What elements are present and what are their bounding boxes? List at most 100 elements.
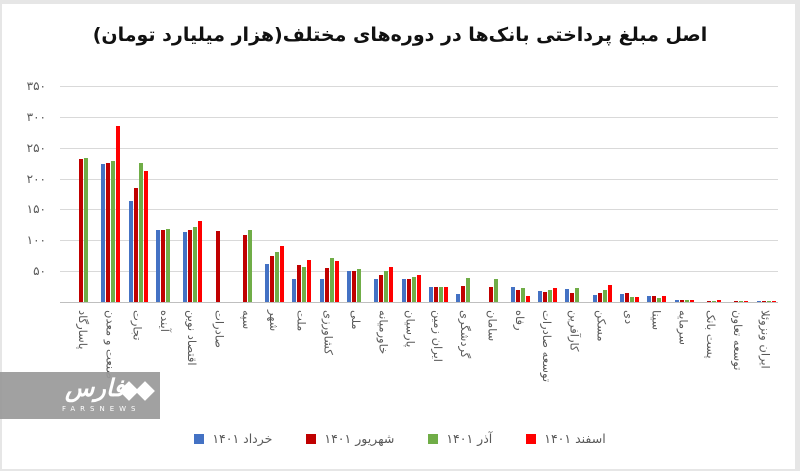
- y-tick-label: ۲۰۰: [26, 171, 46, 186]
- bar: [553, 287, 558, 302]
- bar: [215, 231, 220, 302]
- x-tick-label: ملی: [349, 310, 363, 330]
- x-tick-label: شهر: [267, 310, 282, 332]
- bar: [389, 266, 394, 302]
- gridline: [60, 240, 778, 242]
- bar: [374, 278, 379, 302]
- legend-swatch-icon: [194, 433, 205, 444]
- bar: [716, 300, 721, 302]
- bar: [548, 289, 553, 302]
- bar: [352, 271, 356, 302]
- gridline: [60, 209, 778, 211]
- legend-item: آذر ۱۴۰۱: [428, 431, 492, 446]
- legend-item: شهریور ۱۴۰۱: [306, 431, 394, 446]
- farsnews-watermark: فارس FARSNEWS: [0, 372, 160, 419]
- bar: [188, 229, 193, 302]
- bar: [756, 301, 761, 302]
- bar: [662, 296, 667, 302]
- bar: [684, 299, 689, 302]
- bar: [160, 230, 165, 302]
- legend-label: خرداد ۱۴۰۱: [212, 431, 273, 446]
- x-tick-label: کشاورزی: [321, 310, 336, 355]
- bar: [438, 287, 443, 302]
- bar: [734, 300, 739, 302]
- y-tick-label: ۲۵۰: [26, 140, 46, 155]
- bar: [334, 260, 339, 302]
- bar: [411, 277, 416, 302]
- bar: [597, 292, 602, 302]
- bar: [79, 159, 83, 302]
- x-tick-label: صادرات: [212, 310, 227, 348]
- bar: [165, 228, 170, 302]
- legend-swatch-icon: [306, 433, 317, 444]
- chart-legend: خرداد ۱۴۰۱ شهریور ۱۴۰۱ آذر ۱۴۰۱ اسفند ۱۴۰۱: [0, 431, 800, 446]
- legend-label: آذر ۱۴۰۱: [446, 431, 493, 446]
- x-tick-label: پست بانک: [703, 310, 718, 359]
- bar: [525, 295, 530, 302]
- bar: [324, 268, 329, 302]
- bar: [652, 296, 657, 302]
- bar: [302, 267, 307, 302]
- x-tick-label: سینا: [649, 310, 664, 331]
- bar: [401, 278, 406, 302]
- x-tick-label: سرمایه: [676, 310, 691, 346]
- gridline: [60, 147, 778, 149]
- bar: [329, 258, 334, 302]
- x-tick-label: اقتصاد نوین: [185, 310, 200, 366]
- bar: [319, 279, 324, 302]
- bar: [433, 286, 438, 302]
- legend-swatch-icon: [428, 433, 439, 444]
- bar: [620, 293, 624, 302]
- x-tick-label: ملت: [294, 310, 309, 332]
- bar: [347, 270, 351, 302]
- bar: [674, 299, 679, 302]
- bar: [592, 294, 597, 302]
- logo-diamond-icon: [135, 381, 155, 401]
- bar: [739, 300, 744, 302]
- bar: [466, 277, 471, 302]
- bar: [183, 231, 188, 302]
- gridline: [60, 86, 778, 88]
- bar: [456, 293, 461, 302]
- x-tick-label: توسعه تعاون: [731, 310, 746, 371]
- bar: [384, 271, 389, 302]
- gridline: [60, 271, 778, 273]
- bar: [247, 230, 252, 302]
- y-tick-label: ۳۰۰: [26, 109, 46, 124]
- x-tick-label: مسکن: [594, 310, 609, 342]
- x-tick-label: صنعت و معدن: [103, 310, 118, 380]
- bar: [292, 278, 297, 302]
- bar: [602, 289, 607, 302]
- y-tick-label: ۵۰: [33, 264, 46, 279]
- x-tick-label: ایران زمین: [430, 310, 445, 362]
- x-axis-line: [60, 302, 778, 303]
- x-tick-label: خاورمیانه: [376, 310, 391, 355]
- bar: [766, 301, 771, 302]
- legend-label: شهریور ۱۴۰۱: [324, 431, 395, 446]
- x-tick-label: گردشگری: [458, 310, 473, 359]
- x-tick-label: کارآفرین: [567, 310, 582, 352]
- bar: [106, 163, 111, 302]
- bar: [515, 289, 520, 302]
- bar: [647, 296, 652, 302]
- gridline: [60, 178, 778, 180]
- x-tick-label: ایران ونزوئلا: [758, 310, 773, 369]
- bar: [307, 260, 312, 302]
- legend-label: اسفند ۱۴۰۱: [544, 431, 606, 446]
- bar: [297, 264, 302, 302]
- bar: [198, 221, 203, 302]
- bar: [493, 279, 498, 302]
- legend-item: خرداد ۱۴۰۱: [194, 431, 272, 446]
- bar: [111, 160, 116, 302]
- bar: [630, 297, 634, 302]
- bar: [635, 297, 639, 302]
- x-tick-label: پارسیان: [403, 310, 418, 348]
- x-tick-label: رفاه: [512, 310, 527, 331]
- x-tick-label: تجارت: [130, 310, 145, 341]
- bar: [379, 274, 384, 302]
- bar: [565, 289, 570, 302]
- logo-text: فارس: [65, 374, 125, 402]
- bar: [128, 200, 133, 302]
- bar: [538, 290, 543, 302]
- chart-title: اصل مبلغ پرداختی بانک‌ها در دوره‌های مخت…: [92, 24, 708, 46]
